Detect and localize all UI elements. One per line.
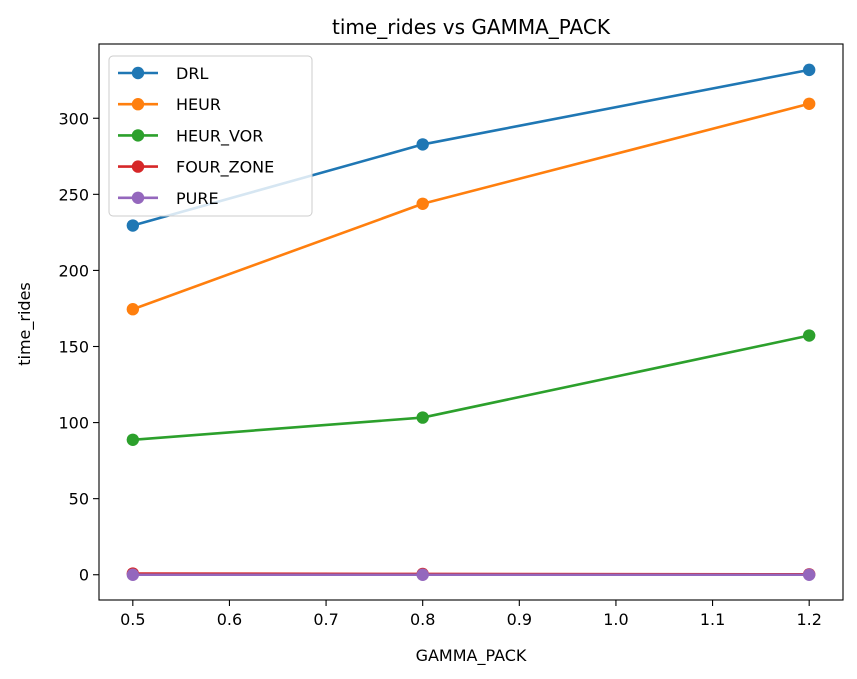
- legend-swatch-marker-4: [131, 191, 145, 204]
- x-tick-label: 0.8: [410, 610, 435, 629]
- legend-label: HEUR: [176, 95, 221, 114]
- x-tick-label: 1.0: [603, 610, 628, 629]
- data-point-4-0: [126, 568, 140, 581]
- y-tick-label: 150: [58, 337, 89, 356]
- legend-box: [108, 55, 313, 217]
- data-point-1-0: [126, 303, 140, 316]
- x-tick-label: 0.5: [120, 610, 145, 629]
- data-point-4-2: [802, 568, 816, 581]
- legend-swatch-marker-3: [131, 160, 145, 173]
- legend-label: FOUR_ZONE: [176, 158, 274, 178]
- chart-title: time_rides vs GAMMA_PACK: [332, 15, 611, 39]
- y-axis-label: time_rides: [15, 282, 35, 366]
- y-tick-label: 250: [58, 185, 89, 204]
- x-axis-label: GAMMA_PACK: [416, 646, 527, 666]
- data-point-4-1: [416, 568, 429, 581]
- x-tick-label: 1.1: [700, 610, 725, 629]
- data-point-2-1: [416, 411, 429, 424]
- data-point-0-2: [802, 63, 816, 77]
- data-point-2-0: [126, 433, 140, 446]
- x-tick-label: 0.9: [507, 610, 532, 629]
- axes-frame: [98, 43, 844, 601]
- y-tick-label: 300: [58, 109, 89, 128]
- legend-swatch-marker-1: [131, 98, 145, 111]
- legend-label: PURE: [176, 189, 219, 208]
- y-tick-label: 0: [79, 566, 89, 585]
- legend-swatch-marker-2: [131, 129, 145, 142]
- legend-label: HEUR_VOR: [176, 126, 263, 146]
- x-tick-label: 0.6: [217, 610, 242, 629]
- x-tick-label: 1.2: [796, 610, 821, 629]
- data-point-0-1: [416, 138, 429, 151]
- legend-swatch-marker-0: [131, 66, 145, 80]
- data-point-2-2: [802, 329, 816, 342]
- y-tick-label: 200: [58, 261, 89, 280]
- y-tick-label: 100: [58, 414, 89, 433]
- y-tick-label: 50: [69, 490, 89, 509]
- legend-label: DRL: [176, 64, 208, 83]
- data-point-1-1: [416, 197, 429, 210]
- data-point-0-0: [126, 219, 140, 232]
- x-tick-label: 0.7: [313, 610, 338, 629]
- data-point-1-2: [802, 97, 816, 110]
